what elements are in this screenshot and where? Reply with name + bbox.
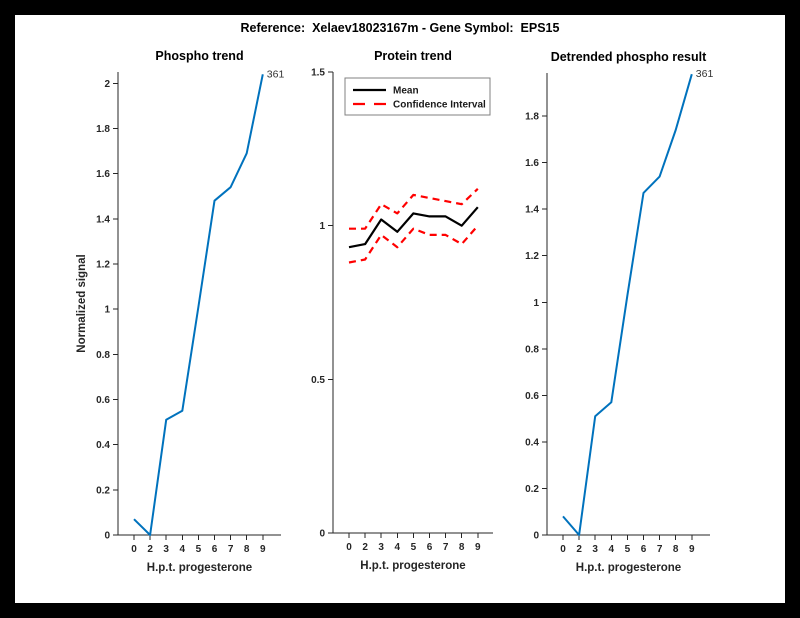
y-tick-label: 0.2 (525, 484, 539, 495)
subplot-title: Protein trend (374, 49, 452, 63)
y-tick-label: 0.2 (96, 485, 110, 496)
y-tick-label: 1 (104, 305, 110, 316)
x-tick-label: 2 (362, 542, 368, 553)
x-tick-label: 3 (378, 542, 384, 553)
y-tick-label: 2 (104, 79, 110, 90)
x-tick-label: 3 (592, 544, 598, 555)
legend-label: Mean (393, 86, 419, 97)
subplot-detrended-phospho-result: 00.20.40.60.811.21.41.61.80 2 3 4 5 6 7 8 9Detre… (525, 50, 713, 574)
x-tick-label: 7 (657, 544, 663, 555)
x-tick-label: 5 (196, 544, 202, 555)
x-tick-label: 9 (260, 544, 266, 555)
x-tick-label: 0 (560, 544, 566, 555)
series-mean (348, 206, 479, 249)
figure-canvas: Reference: Xelaev18023167m - Gene Symbol… (15, 15, 785, 603)
y-tick-label: 0 (319, 529, 325, 540)
endpoint-label: 361 (267, 68, 285, 80)
x-tick-label: 2 (147, 544, 153, 555)
y-tick-label: 0.8 (525, 344, 539, 355)
y-tick-label: 0.4 (96, 440, 110, 451)
series-phospho (133, 74, 264, 536)
x-tick-label: 3 (163, 544, 169, 555)
y-tick-label: 0.5 (311, 375, 325, 386)
y-axis-label: Normalized signal (76, 254, 88, 352)
subplot-phospho-trend: 00.20.40.60.811.21.41.61.820 2 3 4 5 6 7 8 9Phos… (76, 49, 284, 574)
y-tick-label: 1.6 (525, 158, 539, 169)
x-tick-label: 4 (395, 542, 401, 553)
legend-label: Confidence Interval (393, 100, 486, 111)
series-detrended (562, 73, 693, 536)
x-tick-label: 4 (609, 544, 615, 555)
y-tick-label: 1.2 (96, 259, 110, 270)
subplot-title: Phospho trend (155, 49, 243, 63)
y-tick-label: 1.4 (96, 214, 110, 225)
x-axis-label: H.p.t. progesterone (576, 562, 681, 574)
y-tick-label: 1.5 (311, 68, 325, 79)
x-tick-label: 6 (212, 544, 218, 555)
y-tick-label: 1 (533, 298, 539, 309)
subplot-title: Detrended phospho result (551, 50, 707, 64)
y-tick-label: 0.8 (96, 350, 110, 361)
y-tick-label: 1 (319, 221, 325, 232)
x-tick-label: 6 (427, 542, 433, 553)
series-confidence-interval-lower (348, 224, 479, 264)
x-tick-label: 7 (443, 542, 449, 553)
y-tick-label: 0.6 (96, 395, 110, 406)
y-tick-label: 0.6 (525, 391, 539, 402)
y-tick-label: 0.4 (525, 437, 539, 448)
x-tick-label: 9 (689, 544, 695, 555)
y-tick-label: 0 (533, 531, 539, 542)
y-tick-label: 1.6 (96, 169, 110, 180)
x-axis-label: H.p.t. progesterone (147, 562, 252, 574)
y-tick-label: 1.2 (525, 251, 539, 262)
figure-title: Reference: Xelaev18023167m - Gene Symbol… (240, 21, 560, 35)
x-tick-label: 9 (475, 542, 481, 553)
x-tick-label: 0 (131, 544, 137, 555)
endpoint-label: 361 (696, 68, 714, 80)
y-tick-label: 0 (104, 531, 110, 542)
x-tick-label: 2 (576, 544, 582, 555)
x-axis-label: H.p.t. progesterone (360, 560, 465, 572)
x-tick-label: 8 (244, 544, 250, 555)
y-tick-label: 1.8 (96, 124, 110, 135)
y-tick-label: 1.4 (525, 205, 539, 216)
x-tick-label: 6 (641, 544, 647, 555)
legend-box (344, 77, 491, 116)
x-tick-label: 5 (625, 544, 631, 555)
plots-svg: 00.20.40.60.811.21.41.61.820 2 3 4 5 6 7 8 9Phos… (76, 49, 713, 574)
x-tick-label: 8 (459, 542, 465, 553)
series-confidence-interval-upper (349, 188, 479, 230)
x-tick-label: 7 (228, 544, 234, 555)
x-tick-label: 5 (411, 542, 417, 553)
x-tick-label: 0 (346, 542, 352, 553)
x-tick-label: 4 (180, 544, 186, 555)
x-tick-label: 8 (673, 544, 679, 555)
y-tick-label: 1.8 (525, 112, 539, 123)
